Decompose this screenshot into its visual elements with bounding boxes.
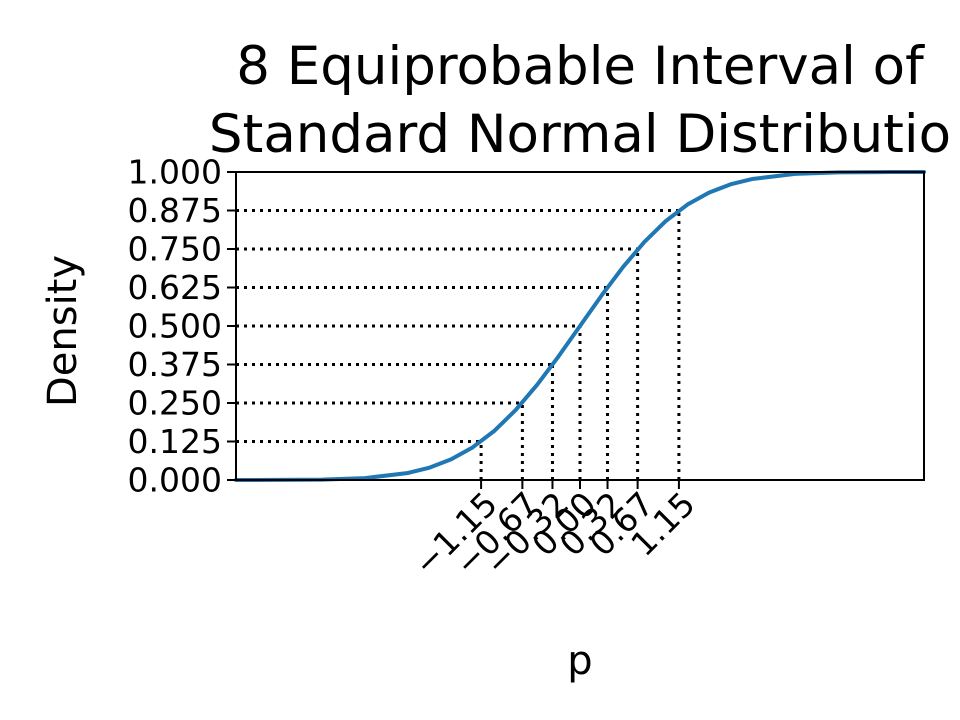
y-tick-label: 0.250: [128, 384, 222, 423]
y-tick-label: 0.500: [128, 307, 222, 346]
chart-title-line-2: Standard Normal Distributio: [209, 104, 951, 165]
y-tick-label: 0.625: [128, 268, 222, 307]
x-axis-label: p: [567, 638, 592, 684]
x-axis: −1.15−0.67−0.320.000.320.671.15: [406, 480, 703, 583]
y-axis-label: Density: [40, 255, 86, 407]
y-tick-label: 0.375: [128, 345, 222, 384]
y-tick-label: 0.750: [128, 230, 222, 269]
y-tick-label: 0.000: [128, 461, 222, 500]
y-tick-label: 0.875: [128, 191, 222, 230]
chart-title-line-1: 8 Equiprobable Interval of: [236, 36, 925, 97]
quantile-reference-lines: [236, 209, 681, 480]
cdf-curve-line: [234, 170, 926, 482]
y-tick-label: 0.125: [128, 422, 222, 461]
y-axis: 0.0000.1250.2500.3750.5000.6250.7500.875…: [128, 153, 236, 500]
plot-area: [234, 170, 926, 482]
y-tick-label: 1.000: [128, 153, 222, 192]
